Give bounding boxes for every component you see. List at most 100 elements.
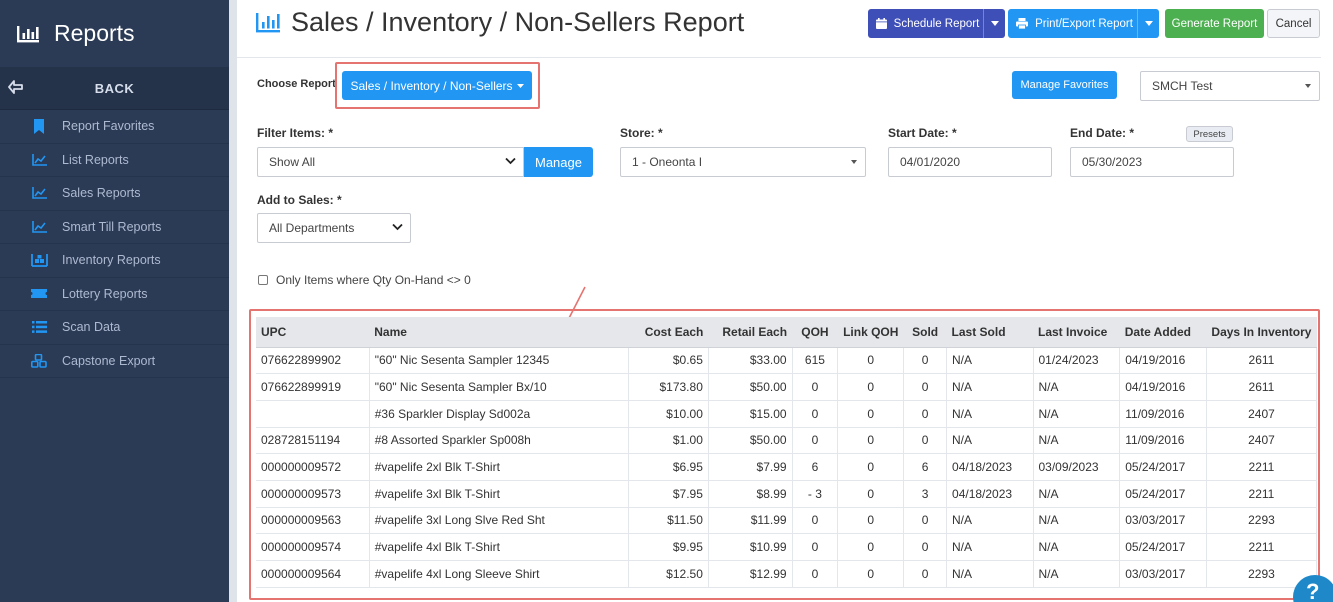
cell-date-added: 05/24/2017 (1119, 533, 1207, 561)
column-header-cost-each[interactable]: Cost Each (628, 317, 709, 348)
cell-date-added: 05/24/2017 (1119, 480, 1207, 508)
add-to-sales-select[interactable]: All Departments (257, 213, 411, 243)
cell-upc: 000000009564 (256, 560, 370, 588)
cell-name: #vapelife 3xl Long Slve Red Sht (369, 507, 630, 535)
cell-retail-each: $8.99 (708, 480, 793, 508)
sidebar-item-sales-reports[interactable]: Sales Reports (0, 177, 229, 211)
header-divider (237, 57, 1321, 58)
column-header-link-qoh[interactable]: Link QOH (837, 317, 904, 348)
cell-link-qoh: 0 (837, 453, 905, 481)
cell-upc: 000000009572 (256, 453, 370, 481)
cell-cost-each: $1.00 (628, 427, 709, 455)
sidebar-item-list-reports[interactable]: List Reports (0, 144, 229, 177)
schedule-dropdown-toggle[interactable] (983, 9, 1005, 38)
column-header-date-added[interactable]: Date Added (1119, 317, 1207, 348)
filter-items-select[interactable]: Show All (257, 147, 524, 177)
end-date-input[interactable]: 05/30/2023 (1070, 147, 1234, 177)
caret-down-icon (990, 21, 999, 26)
cell-last-invoice: N/A (1033, 560, 1121, 588)
column-header-last-sold[interactable]: Last Sold (946, 317, 1033, 348)
table-row[interactable]: 076622899919 "60" Nic Sesenta Sampler Bx/… (256, 373, 1317, 401)
print-dropdown-toggle[interactable] (1137, 9, 1159, 38)
manage-favorites-button[interactable]: Manage Favorites (1012, 71, 1117, 99)
cell-cost-each: $7.95 (628, 480, 709, 508)
column-header-last-invoice[interactable]: Last Invoice (1033, 317, 1120, 348)
sidebar-header: Reports (0, 0, 229, 68)
column-header-upc[interactable]: UPC (256, 317, 370, 348)
column-header-retail-each[interactable]: Retail Each (708, 317, 793, 348)
cell-date-added: 05/24/2017 (1119, 453, 1207, 481)
help-icon: ? (1306, 579, 1320, 602)
sidebar-item-smart-till-reports[interactable]: Smart Till Reports (0, 211, 229, 244)
column-header-name[interactable]: Name (369, 317, 629, 348)
sidebar-item-inventory-reports[interactable]: Inventory Reports (0, 244, 229, 278)
start-date-input[interactable]: 04/01/2020 (888, 147, 1052, 177)
back-button[interactable]: BACK (0, 68, 229, 110)
column-header-qoh[interactable]: QOH (792, 317, 838, 348)
only-qty-checkbox[interactable] (258, 275, 268, 285)
schedule-report-label: Schedule Report (893, 17, 980, 30)
cell-cost-each: $11.50 (628, 507, 709, 535)
back-label: BACK (94, 81, 135, 96)
cell-link-qoh: 0 (837, 533, 905, 561)
cell-days-in-inventory: 2211 (1206, 533, 1317, 561)
generate-report-button[interactable]: Generate Report (1165, 9, 1264, 38)
column-header-sold[interactable]: Sold (903, 317, 947, 348)
manage-button[interactable]: Manage (524, 147, 593, 177)
cell-last-invoice: N/A (1033, 373, 1121, 401)
store-select-value: 1 - Oneonta I (632, 155, 703, 169)
sidebar-item-capstone-export[interactable]: Capstone Export (0, 345, 229, 378)
choose-report-button[interactable]: Sales / Inventory / Non-Sellers (342, 71, 532, 100)
sidebar-item-scan-data[interactable]: Scan Data (0, 311, 229, 345)
help-chat-button[interactable]: ? (1293, 575, 1333, 602)
sidebar-item-lottery-reports[interactable]: Lottery Reports (0, 278, 229, 311)
cell-retail-each: $7.99 (708, 453, 793, 481)
cell-name: #36 Sparkler Display Sd002a (369, 400, 630, 428)
line-chart-icon (30, 218, 48, 236)
sidebar-item-label: Sales Reports (62, 186, 141, 201)
chevron-down-icon (392, 223, 403, 231)
cell-name: #vapelife 3xl Blk T-Shirt (369, 480, 630, 508)
only-qty-label: Only Items where Qty On-Hand <> 0 (276, 273, 471, 287)
cell-qoh: 0 (792, 507, 839, 535)
sidebar-item-label: Report Favorites (62, 119, 155, 134)
choose-report-label: Choose Report (257, 78, 336, 90)
cell-link-qoh: 0 (837, 480, 905, 508)
cell-date-added: 03/03/2017 (1119, 560, 1207, 588)
warehouse-icon (30, 251, 48, 269)
store-select[interactable]: 1 - Oneonta I (620, 147, 866, 177)
sidebar-item-report-favorites[interactable]: Report Favorites (0, 110, 229, 144)
cell-retail-each: $11.99 (708, 507, 793, 535)
cell-last-invoice: N/A (1033, 427, 1121, 455)
table-row[interactable]: 076622899902 "60" Nic Sesenta Sampler 123… (256, 347, 1317, 375)
cell-qoh: 0 (792, 533, 839, 561)
table-row[interactable]: #36 Sparkler Display Sd002a $10.00 $15.00 0… (256, 400, 1317, 428)
filter-items-value: Show All (269, 155, 316, 169)
cancel-button[interactable]: Cancel (1267, 9, 1320, 38)
table-row[interactable]: 000000009572 #vapelife 2xl Blk T-Shirt $6.… (256, 453, 1317, 481)
only-qty-checkbox-row[interactable]: Only Items where Qty On-Hand <> 0 (258, 273, 471, 287)
chevron-down-icon (505, 157, 516, 165)
sidebar-divider (229, 0, 237, 602)
account-select-value: SMCH Test (1152, 79, 1213, 93)
choose-report-highlight (335, 62, 540, 109)
sidebar-item-label: Smart Till Reports (62, 219, 162, 234)
sidebar-title: Reports (54, 20, 135, 46)
list-icon (30, 318, 48, 336)
account-select[interactable]: SMCH Test (1140, 71, 1320, 101)
table-row[interactable]: 028728151194 #8 Assorted Sparkler Sp008h $… (256, 427, 1317, 455)
column-header-days-in-inventory[interactable]: Days In Inventory (1206, 317, 1317, 348)
table-row[interactable]: 000000009574 #vapelife 4xl Blk T-Shirt $9.… (256, 533, 1317, 561)
sidebar-item-label: Scan Data (62, 320, 121, 335)
table-row[interactable]: 000000009563 #vapelife 3xl Long Slve Red … (256, 507, 1317, 535)
schedule-report-button[interactable]: Schedule Report (868, 9, 1005, 38)
cell-upc: 076622899919 (256, 373, 370, 401)
table-row[interactable]: 000000009573 #vapelife 3xl Blk T-Shirt $7.… (256, 480, 1317, 508)
presets-button[interactable]: Presets (1186, 126, 1233, 142)
cell-name: #vapelife 4xl Blk T-Shirt (369, 533, 630, 561)
table-row[interactable]: 000000009564 #vapelife 4xl Long Sleeve Sh… (256, 560, 1317, 588)
cell-days-in-inventory: 2611 (1206, 347, 1317, 375)
cell-date-added: 03/03/2017 (1119, 507, 1207, 535)
print-export-button[interactable]: Print/Export Report (1008, 9, 1159, 38)
cell-upc: 000000009573 (256, 480, 370, 508)
